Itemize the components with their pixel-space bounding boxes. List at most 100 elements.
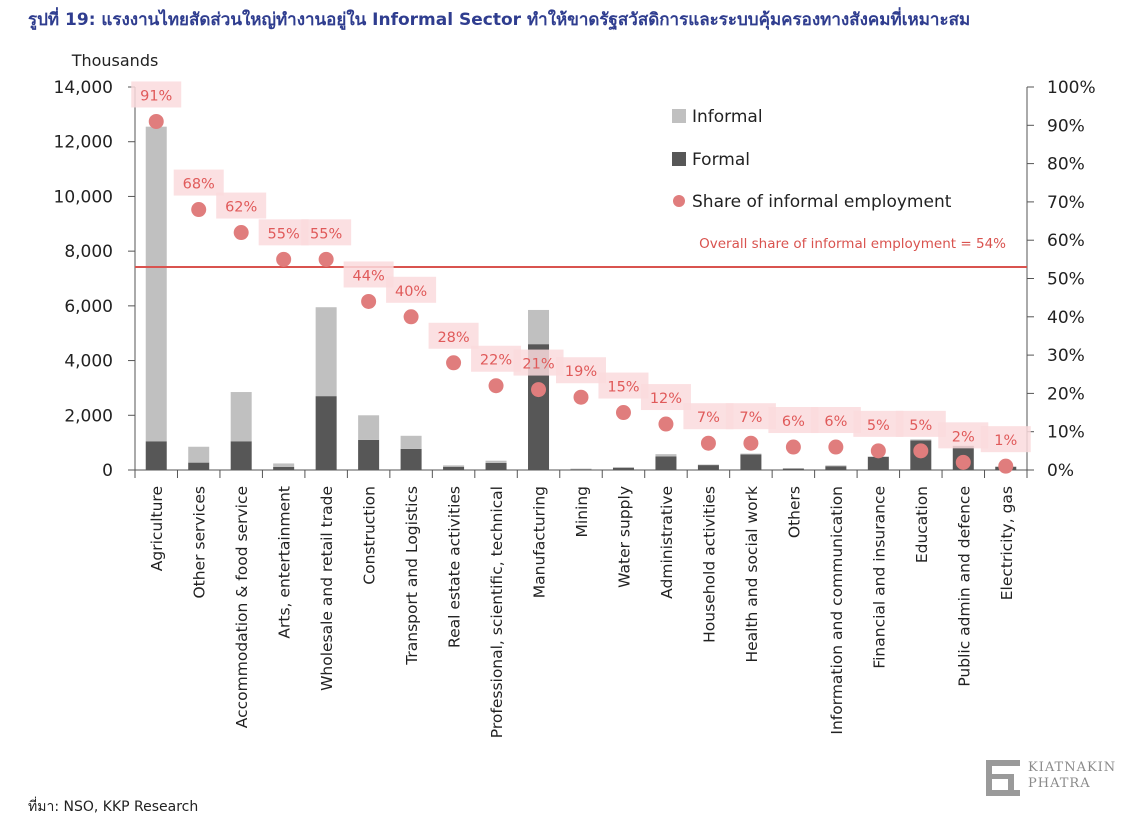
share-label-background [556,357,606,384]
x-axis-category-label: Manufacturing [531,486,549,598]
share-data-label: 7% [739,410,762,426]
left-axis-tick-label: 14,000 [54,78,113,98]
share-dot [573,389,589,405]
right-axis-tick-label: 0% [1047,461,1074,481]
share-dot [743,435,759,451]
bar-formal [867,456,889,470]
left-axis-tick-label: 10,000 [54,187,113,207]
x-axis-category-label: Construction [361,486,379,585]
x-axis-category-label: Other services [191,486,209,599]
x-axis-category-label: Real estate activities [446,486,464,648]
x-axis-category-label: Agriculture [148,486,166,571]
share-dot [828,439,844,455]
left-axis-tick-label: 0 [102,461,113,481]
share-dot [870,443,886,459]
share-label-background [895,410,946,437]
share-dot [615,405,631,421]
share-data-label: 6% [782,414,805,430]
share-data-label: 28% [437,330,469,346]
share-label-background [471,345,522,372]
share-label-background [725,403,776,430]
logo-line-2: PHATRA [1028,776,1091,791]
left-axis-tick-label: 12,000 [54,133,113,153]
bar-informal [443,465,465,467]
share-data-label: 62% [225,200,257,216]
share-data-label: 6% [824,414,847,430]
bar-formal [697,465,719,470]
right-axis-tick-label: 40% [1047,308,1085,328]
bar-formal [188,462,210,470]
share-dot [446,355,462,371]
x-axis-category-label: Public admin and defence [955,486,973,687]
share-label-background [131,81,182,108]
share-dot [403,309,419,325]
bar-informal [400,435,422,449]
share-data-label: 19% [565,364,597,380]
share-data-label: 44% [353,268,385,284]
share-data-label: 2% [952,429,975,445]
right-axis-tick-label: 20% [1047,384,1085,404]
x-axis-category-label: Water supply [615,486,633,588]
bar-formal [273,466,295,470]
bar-formal [358,439,380,470]
share-dot [276,251,292,267]
share-data-label: 21% [522,357,554,373]
bar-formal [655,456,677,470]
share-data-label: 5% [867,418,890,434]
share-label-background [938,422,989,449]
x-axis-category-label: Accommodation & food service [233,486,251,728]
share-data-label: 15% [607,380,639,396]
right-axis-tick-label: 60% [1047,231,1085,251]
x-axis-category-label: Household activities [700,486,718,643]
bar-formal [782,468,804,470]
legend-swatch-informal [672,109,686,123]
overall-share-label: Overall share of informal employment = 5… [699,236,1006,252]
bar-informal [570,468,592,470]
share-label-background [810,407,861,434]
share-data-label: 68% [183,177,215,193]
legend-label-share: Share of informal employment [692,192,952,212]
share-data-label: 55% [268,226,300,242]
share-dot [785,439,801,455]
x-axis-category-label: Mining [573,486,591,537]
share-dot [658,416,674,432]
share-data-label: 7% [697,410,720,426]
share-data-label: 5% [909,418,932,434]
bar-informal [910,439,932,441]
share-label-background [598,372,649,399]
share-dot [361,293,377,309]
share-dot [148,113,164,129]
share-dot [233,225,249,241]
left-axis-tick-label: 4,000 [64,352,113,372]
bar-formal [315,396,337,470]
left-axis-tick-label: 8,000 [64,242,113,262]
share-dot [998,458,1014,474]
share-label-background [768,407,819,434]
chart-title: รูปที่ 19: แรงงานไทยสัดส่วนใหญ่ทำงานอยู่… [28,10,971,30]
bar-informal [145,126,167,442]
share-label-background [428,322,479,349]
x-axis-category-label: Arts, entertainment [276,486,294,639]
share-data-label: 40% [395,284,427,300]
bar-informal [358,415,380,440]
x-axis-category-label: Education [913,486,931,563]
legend-label-informal: Informal [692,107,763,127]
legend-label-formal: Formal [692,150,750,170]
bar-informal [612,466,634,468]
share-dot [531,382,547,398]
right-axis-tick-label: 100% [1047,78,1096,98]
share-label-background [216,192,267,219]
bar-informal [485,460,507,463]
share-label-background [386,276,437,303]
bar-formal [400,448,422,470]
x-axis-category-label: Electricity, gas [998,486,1016,600]
x-axis-category-label: Professional, scientific, technical [488,486,506,738]
bar-formal [612,467,634,470]
bar-informal [655,454,677,457]
bar-informal [528,309,550,345]
x-axis-category-label: Others [785,486,803,538]
bar-informal [230,392,252,442]
right-axis-tick-label: 10% [1047,423,1085,443]
bar-informal [825,465,847,467]
right-axis-tick-label: 80% [1047,155,1085,175]
